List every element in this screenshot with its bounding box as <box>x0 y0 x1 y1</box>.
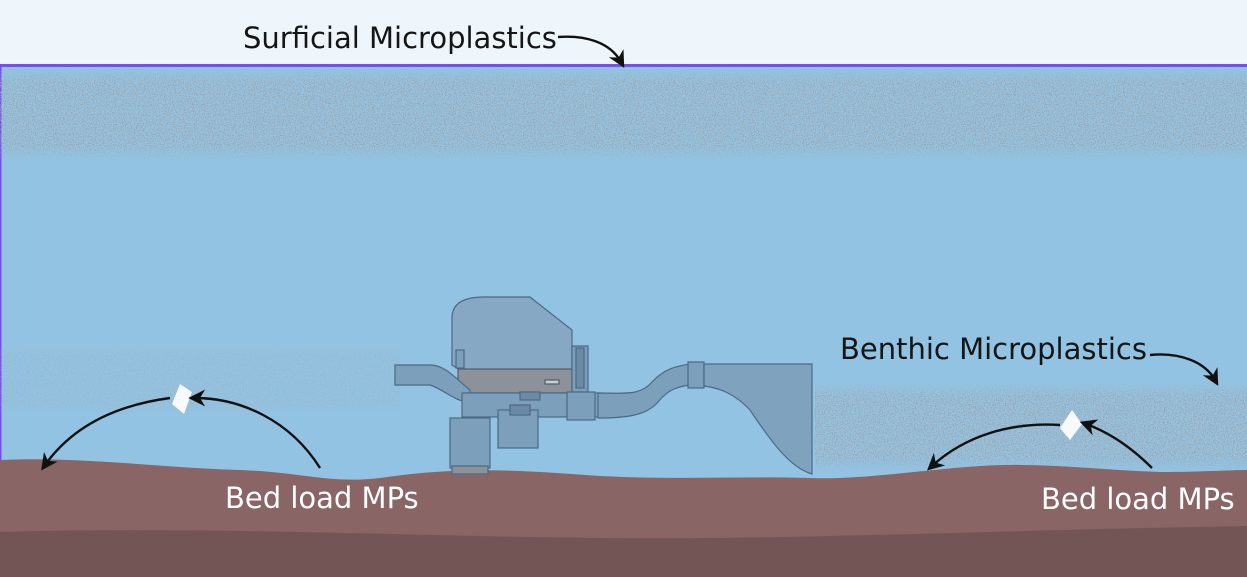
particle-right <box>1060 410 1082 440</box>
sampling-device <box>394 296 813 475</box>
arrow-benthic <box>1149 353 1219 386</box>
arrow-left-bedload-down <box>41 396 171 471</box>
bed-load-label-right: Bed load MPs <box>1041 482 1235 516</box>
sediment-deep-layer <box>0 526 1247 577</box>
benthic-band-left <box>0 345 400 415</box>
arrow-right-bedload-up <box>1079 419 1153 469</box>
surficial-microplastics-label: Surficial Microplastics <box>243 21 557 55</box>
benthic-microplastics-label: Benthic Microplastics <box>840 332 1147 366</box>
arrow-surficial <box>557 35 625 68</box>
sky-background <box>0 0 1247 66</box>
particle-left <box>172 384 192 414</box>
arrow-left-bedload-up <box>188 389 322 469</box>
bed-load-label-left: Bed load MPs <box>225 481 419 515</box>
arrow-right-bedload-down <box>927 423 1061 471</box>
surficial-microplastics-band <box>0 68 1247 160</box>
benthic-microplastics-band <box>815 383 1247 471</box>
